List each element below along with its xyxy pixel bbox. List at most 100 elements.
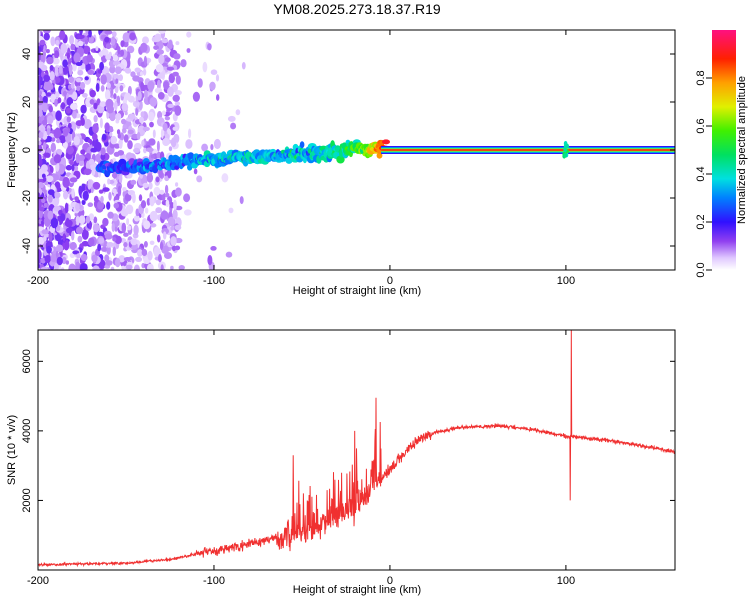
noise-speck: [43, 177, 47, 182]
spectrogram-x-label: Height of straight line (km): [293, 285, 421, 297]
noise-speck: [42, 141, 47, 150]
noise-speck: [75, 226, 84, 235]
noise-speck: [143, 220, 151, 230]
noise-speck: [39, 206, 45, 212]
noise-speck: [67, 205, 73, 211]
noise-speck: [69, 242, 77, 251]
noise-speck: [162, 122, 168, 132]
noise-speck: [130, 238, 138, 246]
noise-speck: [158, 30, 167, 34]
noise-speck: [61, 256, 67, 265]
noise-speck: [72, 91, 78, 101]
noise-speck: [43, 74, 50, 82]
noise-speck: [70, 43, 75, 48]
noise-speck: [87, 179, 92, 190]
noise-speck: [160, 128, 164, 139]
snr-y-label: SNR (10 * v/v): [6, 415, 18, 485]
noise-speck: [109, 132, 113, 137]
noise-speck: [142, 36, 149, 44]
noise-speck: [41, 198, 46, 204]
noise-speck: [38, 263, 41, 269]
noise-speck: [143, 55, 147, 66]
noise-speck: [170, 265, 174, 270]
noise-speck: [64, 202, 69, 214]
noise-speck: [147, 263, 154, 270]
noise-speck: [46, 83, 54, 91]
noise-speck: [60, 267, 65, 270]
noise-speck: [155, 199, 161, 206]
noise-speck: [38, 236, 45, 245]
noise-speck: [62, 233, 66, 242]
noise-speck: [130, 179, 137, 185]
noise-speck: [92, 123, 99, 134]
noise-speck: [115, 113, 121, 121]
x-tick-label: 0: [387, 575, 393, 587]
colorbar: 0.0 0.2 0.4 0.6 0.8 Normalized spectral ampl…: [695, 30, 748, 278]
noise-speck: [149, 223, 157, 228]
noise-speck: [147, 80, 155, 91]
noise-speck: [44, 181, 49, 186]
noise-speck: [228, 207, 234, 214]
noise-speck: [115, 257, 121, 268]
noise-speck: [150, 154, 156, 159]
noise-speck: [207, 43, 212, 51]
noise-speck: [101, 133, 107, 141]
noise-speck: [48, 105, 53, 113]
noise-speck: [127, 129, 134, 135]
noise-speck: [55, 39, 60, 46]
noise-speck: [100, 85, 105, 92]
noise-speck: [107, 211, 114, 219]
noise-speck: [65, 227, 74, 234]
noise-speck: [97, 243, 102, 252]
noise-speck: [91, 169, 96, 176]
noise-speck: [76, 34, 85, 40]
chart-title: YM08.2025.273.18.37.R19: [273, 1, 441, 17]
noise-speck: [99, 101, 107, 107]
noise-speck: [127, 140, 133, 150]
noise-speck: [57, 97, 62, 104]
noise-speck: [106, 242, 114, 247]
noise-speck: [60, 43, 67, 54]
noise-speck: [158, 254, 162, 263]
noise-speck: [132, 75, 141, 82]
colorbar-tick-label: 0.6: [695, 118, 707, 133]
noise-speck: [43, 32, 50, 41]
noise-speck: [104, 254, 110, 263]
noise-speck: [147, 250, 153, 261]
noise-speck: [43, 30, 51, 34]
noise-speck: [55, 110, 62, 121]
noise-speck: [120, 40, 125, 48]
noise-speck: [173, 53, 181, 60]
noise-speck: [142, 68, 147, 76]
x-tick-label: -100: [203, 275, 225, 287]
noise-speck: [100, 246, 108, 252]
noise-speck: [164, 192, 170, 198]
noise-speck: [38, 90, 42, 96]
noise-speck: [91, 254, 98, 263]
noise-speck: [121, 103, 129, 112]
noise-speck: [133, 264, 140, 270]
noise-speck: [168, 146, 173, 152]
noise-speck: [85, 30, 89, 36]
noise-speck: [38, 30, 41, 39]
ridge-blob: [382, 139, 390, 145]
colorbar-tick-label: 0.0: [695, 262, 707, 277]
noise-speck: [64, 239, 70, 250]
noise-speck: [157, 72, 165, 79]
noise-speck: [154, 33, 162, 42]
noise-speck: [107, 178, 111, 185]
noise-speck: [40, 266, 49, 270]
noise-speck: [46, 175, 54, 183]
noise-speck: [62, 90, 67, 97]
x-tick-label: 100: [557, 575, 575, 587]
noise-speck: [144, 89, 148, 100]
noise-speck: [85, 215, 91, 224]
noise-speck: [161, 245, 170, 254]
noise-speck: [62, 128, 69, 137]
ridge-blob: [336, 155, 345, 164]
noise-speck: [92, 133, 98, 141]
ridge-blob: [187, 164, 193, 171]
snr-series-line: [38, 330, 675, 568]
noise-speck: [79, 263, 88, 270]
noise-speck: [137, 249, 143, 257]
